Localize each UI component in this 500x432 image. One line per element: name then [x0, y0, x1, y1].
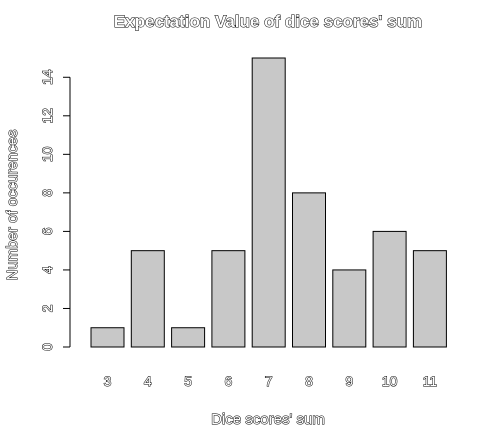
y-tick-label: 12 [39, 108, 55, 124]
x-tick-label: 3 [104, 373, 112, 389]
x-axis-tick-labels: 3 4 5 6 7 8 9 10 11 [103, 373, 438, 390]
x-tick-label: 8 [305, 373, 313, 389]
x-tick-label: 4 [144, 373, 152, 389]
y-tick-label: 6 [39, 227, 55, 235]
bar-9 [332, 269, 367, 348]
x-axis-label: Dice scores' sum [211, 411, 325, 428]
x-tick-label: 10 [382, 373, 398, 389]
chart-title: Expectation Value of dice scores' sum [114, 12, 422, 31]
x-tick-label: 7 [265, 373, 273, 389]
bars-group [90, 57, 447, 348]
y-axis-label: Number of occurences [4, 130, 21, 281]
bar-8 [292, 192, 326, 348]
x-tick-label: 6 [225, 373, 233, 389]
y-tick-label: 8 [39, 189, 55, 197]
bar-11 [412, 250, 447, 348]
bar-4 [130, 250, 165, 348]
bar-3 [90, 327, 125, 348]
y-tick-label: 0 [39, 343, 55, 351]
bar-5 [171, 327, 206, 348]
y-tick-label: 4 [39, 266, 55, 274]
x-tick-label: 5 [184, 373, 192, 389]
x-tick-label: 9 [345, 373, 353, 389]
bar-6 [211, 250, 246, 348]
y-axis: 0 2 4 6 8 10 12 14 [39, 69, 71, 351]
y-tick-label: 10 [39, 146, 55, 162]
x-tick-label: 11 [423, 373, 438, 389]
bar-7 [251, 57, 286, 348]
bar-10 [372, 230, 407, 348]
y-tick-label: 14 [39, 69, 55, 85]
y-tick-label: 2 [39, 304, 55, 312]
